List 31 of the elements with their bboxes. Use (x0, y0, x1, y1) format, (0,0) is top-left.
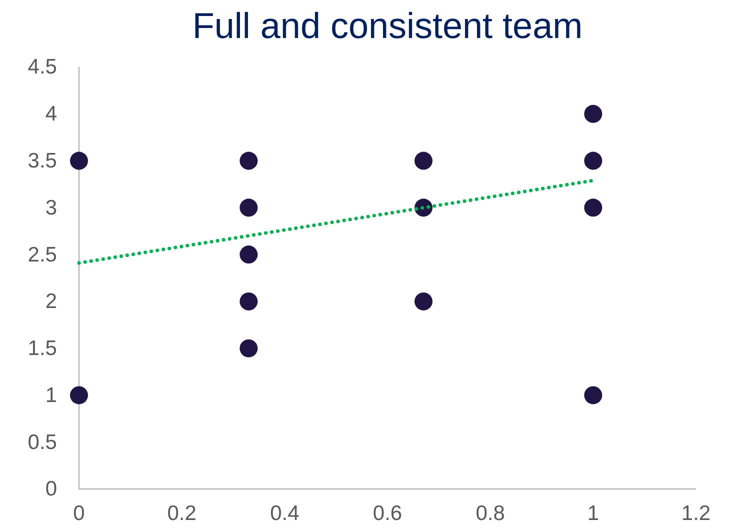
x-tick-label: 1 (587, 502, 600, 525)
point (414, 152, 432, 170)
x-tick-label: 0.6 (372, 502, 402, 525)
point (584, 386, 602, 404)
x-tick-label: 0 (73, 502, 85, 525)
y-tick-label: 4 (45, 102, 58, 126)
point (240, 292, 258, 310)
point (240, 198, 258, 217)
point (414, 292, 432, 310)
y-tick-label: 3.5 (28, 150, 57, 172)
y-tick-label: 3 (45, 196, 57, 220)
point (70, 152, 88, 170)
x-tick-label: 0.2 (167, 502, 196, 525)
y-tick-label: 4.5 (28, 56, 57, 79)
y-tick-label: 1 (45, 384, 57, 407)
y-tick-label: 1.5 (28, 337, 57, 360)
point (240, 339, 258, 358)
y-tick-label: 2.5 (28, 243, 57, 266)
x-tick-label: 0.8 (476, 502, 505, 525)
point (584, 198, 602, 217)
x-tick-label: 1.2 (681, 502, 711, 525)
point (240, 246, 258, 264)
y-tick-label: 2 (45, 290, 57, 314)
point (584, 152, 602, 170)
point (70, 386, 88, 404)
point (240, 152, 258, 170)
y-tick-label: 0 (45, 478, 57, 501)
point (584, 104, 602, 123)
y-tick-label: 0.5 (28, 430, 57, 454)
chart-title: Full and consistent team (192, 5, 583, 46)
x-tick-label: 0.4 (270, 502, 300, 525)
